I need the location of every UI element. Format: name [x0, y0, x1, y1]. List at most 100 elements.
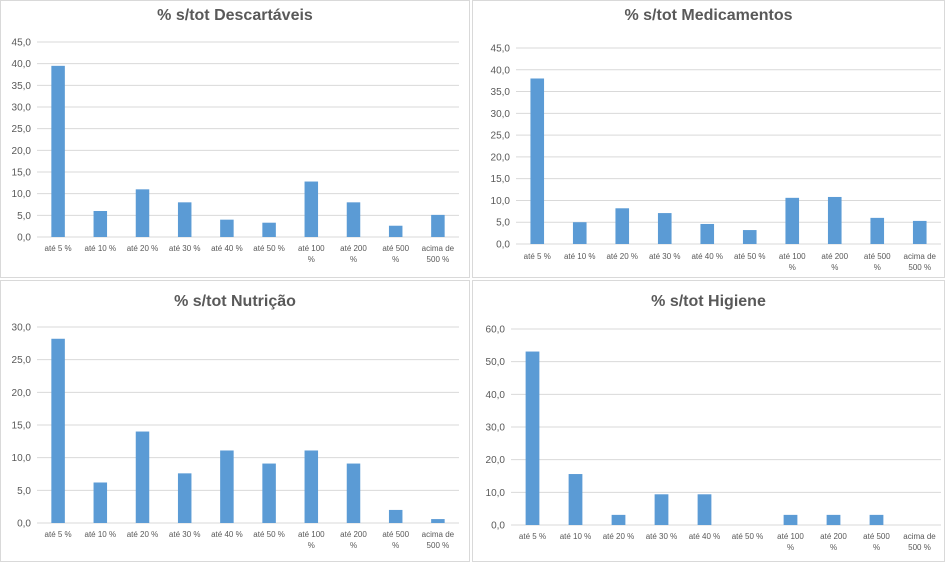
- y-tick-label: 20,0: [12, 388, 32, 399]
- x-tick-label: até 20 %: [127, 530, 159, 539]
- bar: [654, 494, 669, 525]
- bar: [870, 217, 885, 244]
- x-tick-label: até 500%: [864, 252, 891, 272]
- bar: [177, 473, 192, 523]
- y-tick-label: 0,0: [496, 240, 510, 251]
- x-tick-label: até 5 %: [524, 252, 551, 261]
- y-tick-label: 30,0: [12, 103, 32, 114]
- x-tick-label: até 50 %: [732, 532, 764, 541]
- y-tick-label: 10,0: [491, 196, 511, 207]
- x-tick-label: até 20 %: [606, 252, 638, 261]
- bar: [785, 197, 800, 244]
- bar-chart-higiene: 0,0 10,0 20,0 30,0 40,0 50,0 60,0 até 5 % até 10…: [486, 325, 941, 552]
- y-tick-label: 0,0: [17, 519, 31, 530]
- y-tick-label: 30,0: [491, 109, 511, 120]
- bar: [826, 514, 841, 525]
- y-tick-label: 30,0: [12, 323, 32, 334]
- bar: [388, 509, 403, 523]
- y-tick-label: 60,0: [486, 325, 506, 336]
- x-tick-label: até 30 %: [649, 252, 681, 261]
- bar: [51, 338, 65, 523]
- y-tick-label: 0,0: [17, 233, 31, 244]
- bar: [304, 450, 319, 523]
- y-tick-label: 25,0: [491, 131, 511, 142]
- x-tick-label: acima de 500 %: [422, 530, 455, 550]
- x-tick-label: até 50 %: [253, 244, 285, 253]
- bar: [431, 519, 445, 523]
- x-tick-label: até 10 %: [560, 532, 592, 541]
- bar: [51, 65, 65, 237]
- x-tick-label: acima de 500 %: [904, 252, 937, 272]
- x-tick-label: até 40 %: [691, 252, 723, 261]
- y-tick-label: 5,0: [496, 218, 510, 229]
- bar: [572, 222, 587, 244]
- x-tick-label: até 20 %: [127, 244, 159, 253]
- bar: [304, 181, 319, 237]
- bar: [568, 474, 583, 525]
- x-tick-label: até 10 %: [564, 252, 596, 261]
- bar: [346, 202, 361, 237]
- x-tick-label: até 10 %: [85, 530, 117, 539]
- bar-chart-descartaveis: 0,0 5,0 10,0 15,0 20,0 25,0 30,0 35,0 40,0 45,0 at…: [12, 38, 459, 264]
- x-tick-label: até 30 %: [169, 244, 201, 253]
- bar: [220, 450, 234, 523]
- y-tick-label: 50,0: [486, 357, 506, 368]
- bar: [530, 78, 545, 244]
- x-tick-label: até 500%: [382, 244, 409, 264]
- y-tick-label: 40,0: [491, 65, 511, 76]
- bar-chart-nutricao: 0,0 5,0 10,0 15,0 20,0 25,0 30,0 até 5 % até 10 …: [12, 323, 459, 550]
- y-tick-label: 10,0: [12, 453, 32, 464]
- bar: [611, 514, 626, 525]
- x-tick-label: acima de 500 %: [422, 244, 455, 264]
- chart-title: % s/tot Medicamentos: [624, 7, 793, 24]
- bar: [697, 494, 712, 525]
- x-tick-label: até 200%: [821, 252, 848, 272]
- x-tick-label: até 200%: [340, 530, 367, 550]
- x-tick-label: até 100%: [779, 252, 806, 272]
- x-tick-label: até 100%: [298, 244, 325, 264]
- bar: [93, 482, 108, 523]
- y-tick-label: 25,0: [12, 355, 32, 366]
- chart-title: % s/tot Nutrição: [174, 293, 296, 310]
- chart-panel-higiene: % s/tot Higiene 0,0 10,0 20,0 30,0 40,0 50,0 6…: [472, 280, 945, 562]
- bar: [262, 463, 276, 523]
- x-tick-label: até 100%: [777, 532, 804, 552]
- bar: [783, 514, 798, 525]
- bar: [700, 223, 715, 244]
- y-tick-label: 35,0: [491, 87, 511, 98]
- y-tick-label: 15,0: [12, 168, 32, 179]
- bar: [869, 514, 884, 525]
- x-tick-label: até 40 %: [689, 532, 721, 541]
- y-tick-label: 20,0: [486, 455, 506, 466]
- y-tick-label: 15,0: [491, 174, 511, 185]
- bar: [912, 220, 927, 244]
- y-tick-label: 0,0: [491, 521, 505, 532]
- x-tick-label: até 50 %: [253, 530, 285, 539]
- y-tick-label: 5,0: [17, 486, 31, 497]
- y-tick-label: 20,0: [12, 146, 32, 157]
- bar: [220, 219, 234, 237]
- bar: [615, 208, 630, 244]
- x-tick-label: até 200%: [340, 244, 367, 264]
- y-tick-label: 45,0: [12, 38, 32, 49]
- x-tick-label: até 40 %: [211, 244, 243, 253]
- y-tick-label: 15,0: [12, 421, 32, 432]
- chart-panel-medicamentos: % s/tot Medicamentos 0,0 5,0 10,0 15,0 20,0 2…: [472, 0, 945, 278]
- y-tick-label: 10,0: [486, 488, 506, 499]
- x-tick-label: até 10 %: [85, 244, 117, 253]
- bar: [346, 463, 361, 523]
- y-tick-label: 40,0: [486, 390, 506, 401]
- bar: [525, 351, 540, 525]
- bar: [93, 211, 108, 237]
- y-tick-label: 35,0: [12, 81, 32, 92]
- bar: [742, 230, 757, 244]
- bar: [135, 189, 150, 237]
- chart-title: % s/tot Descartáveis: [157, 7, 313, 24]
- bar: [657, 213, 672, 244]
- x-tick-label: até 5 %: [45, 244, 72, 253]
- y-tick-label: 40,0: [12, 59, 32, 70]
- y-tick-label: 10,0: [12, 189, 32, 200]
- x-tick-label: até 500%: [382, 530, 409, 550]
- x-tick-label: até 5 %: [519, 532, 546, 541]
- x-tick-label: até 50 %: [734, 252, 766, 261]
